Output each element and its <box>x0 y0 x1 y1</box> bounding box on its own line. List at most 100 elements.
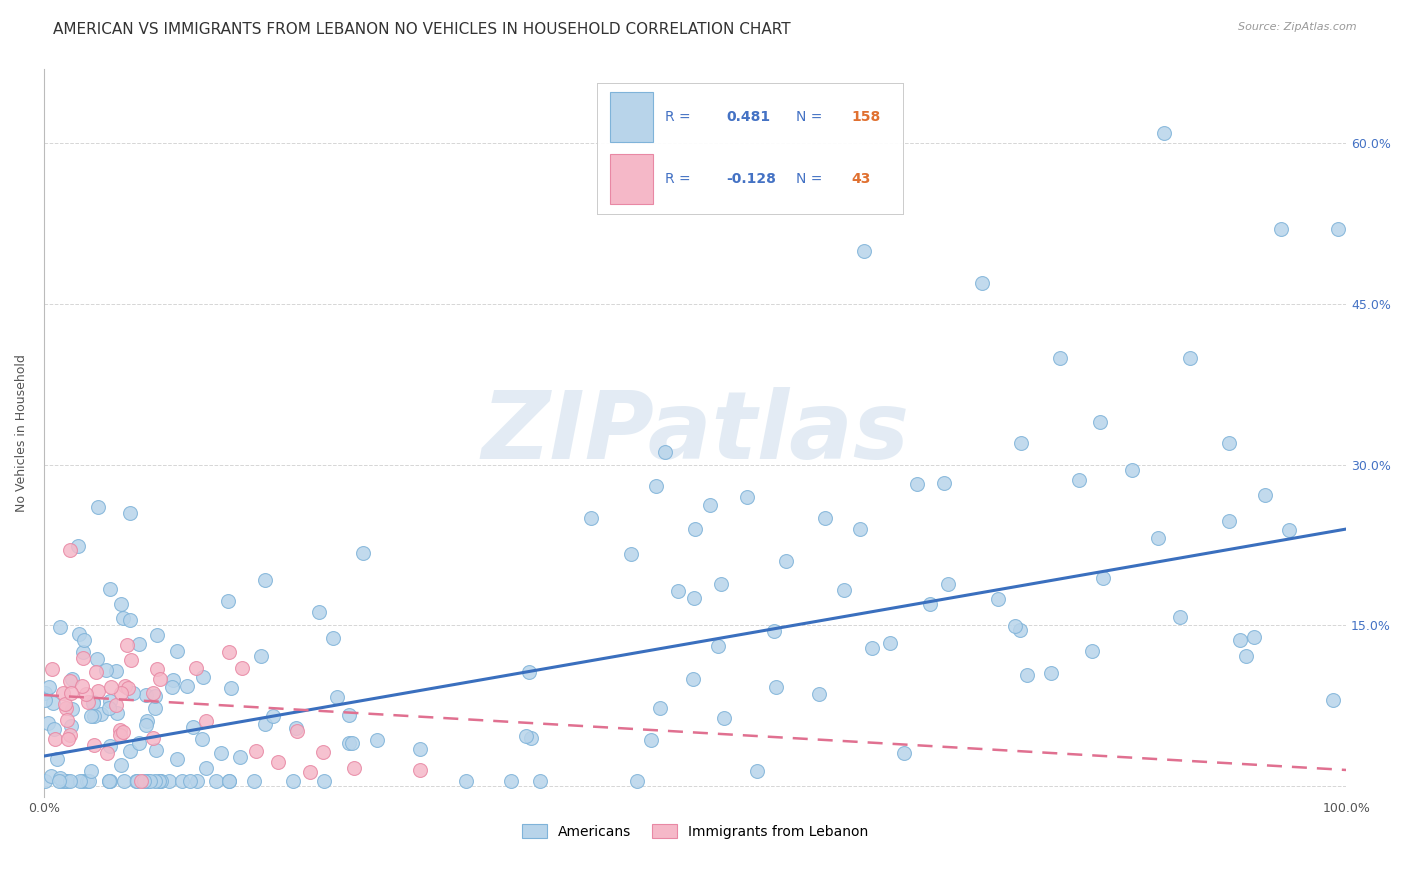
Point <box>682 591 704 606</box>
Point <box>1218 514 1240 528</box>
Point <box>1069 473 1091 487</box>
Point <box>145 701 167 715</box>
Point <box>654 444 676 458</box>
Point <box>1254 488 1277 502</box>
Point <box>97 773 120 788</box>
Point <box>114 679 136 693</box>
Point <box>519 731 541 745</box>
Point <box>60 702 83 716</box>
Point <box>1322 693 1344 707</box>
Point <box>145 742 167 756</box>
Point <box>1039 666 1062 681</box>
Point <box>807 687 830 701</box>
Point <box>98 773 121 788</box>
Point <box>135 689 157 703</box>
Point <box>529 773 551 788</box>
Point <box>231 661 253 675</box>
Point <box>111 725 134 739</box>
Point <box>193 670 215 684</box>
Point <box>125 773 148 788</box>
Point <box>90 706 112 721</box>
Point <box>166 644 188 658</box>
Point <box>308 605 330 619</box>
Point <box>666 584 689 599</box>
Point <box>83 739 105 753</box>
Point <box>905 477 928 491</box>
Point <box>298 764 321 779</box>
Point <box>987 592 1010 607</box>
Point <box>115 638 138 652</box>
Point <box>499 773 522 788</box>
Point <box>179 773 201 788</box>
Point <box>79 764 101 779</box>
Point <box>87 684 110 698</box>
Point <box>42 696 65 710</box>
Point <box>1229 633 1251 648</box>
Point <box>87 500 110 514</box>
Point <box>343 761 366 775</box>
Point <box>98 582 121 596</box>
Point <box>55 701 77 715</box>
Point <box>245 744 267 758</box>
Point <box>860 641 883 656</box>
Point <box>82 696 104 710</box>
Point <box>849 522 872 536</box>
Point <box>146 628 169 642</box>
Point <box>322 631 344 645</box>
Point <box>136 773 159 788</box>
Point <box>59 543 82 558</box>
Point <box>162 673 184 688</box>
Point <box>142 731 165 745</box>
Point <box>104 698 127 712</box>
Point <box>283 773 305 788</box>
Point <box>515 729 537 743</box>
Point <box>176 679 198 693</box>
Point <box>143 773 166 788</box>
Point <box>39 769 62 783</box>
Point <box>893 746 915 760</box>
Point <box>125 773 148 788</box>
Point <box>120 744 142 758</box>
Point <box>1243 630 1265 644</box>
Point <box>135 718 157 732</box>
Point <box>879 636 901 650</box>
Point <box>67 539 90 553</box>
Point <box>122 686 145 700</box>
Point <box>48 771 70 785</box>
Point <box>1236 649 1258 664</box>
Point <box>181 720 204 734</box>
Point <box>59 674 82 689</box>
Point <box>75 687 97 701</box>
Point <box>148 672 170 686</box>
Point <box>218 773 240 788</box>
Point <box>100 680 122 694</box>
Point <box>745 764 768 778</box>
Point <box>1146 532 1168 546</box>
Point <box>60 719 83 733</box>
Point <box>73 633 96 648</box>
Point <box>218 773 240 788</box>
Point <box>76 773 98 788</box>
Point <box>1017 668 1039 682</box>
Point <box>221 681 243 695</box>
Point <box>166 751 188 765</box>
Point <box>45 751 67 765</box>
Point <box>707 639 730 653</box>
Point <box>1080 643 1102 657</box>
Text: AMERICAN VS IMMIGRANTS FROM LEBANON NO VEHICLES IN HOUSEHOLD CORRELATION CHART: AMERICAN VS IMMIGRANTS FROM LEBANON NO V… <box>53 22 792 37</box>
Point <box>366 733 388 747</box>
Point <box>454 773 477 788</box>
Point <box>34 686 56 700</box>
Point <box>108 723 131 738</box>
Point <box>143 690 166 704</box>
Point <box>1092 571 1115 585</box>
Point <box>49 620 72 634</box>
Point <box>645 479 668 493</box>
Point <box>1178 351 1201 365</box>
Point <box>118 613 141 627</box>
Point <box>932 475 955 490</box>
Point <box>409 763 432 777</box>
Point <box>72 645 94 659</box>
Point <box>83 708 105 723</box>
Point <box>699 498 721 512</box>
